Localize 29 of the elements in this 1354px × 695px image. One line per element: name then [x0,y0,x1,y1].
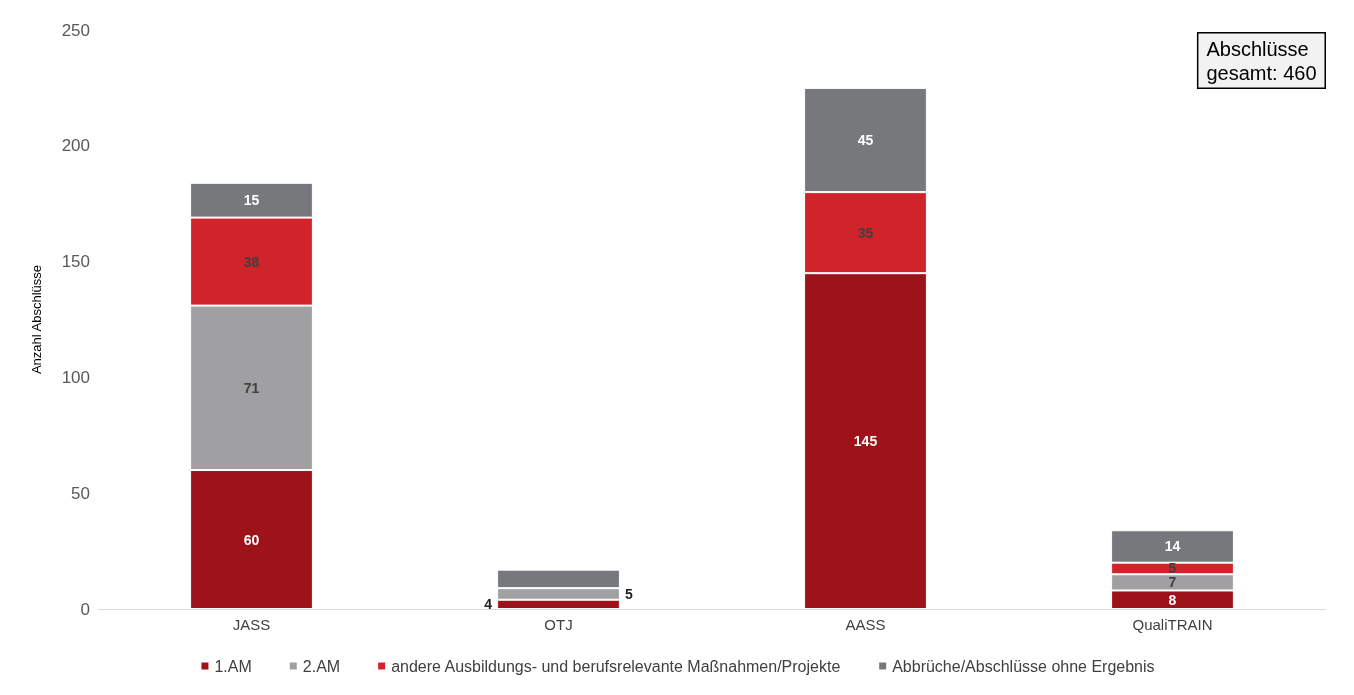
data-label: 7 [1168,574,1177,591]
legend-label: 2.AM [302,657,341,675]
x-tick-label: OTJ [544,616,573,633]
y-tick-label: 0 [80,599,90,619]
y-axis-title: Anzahl Abschlüsse [29,264,44,375]
data-label: 5 [624,585,633,602]
x-tick-label: AASS [845,616,886,633]
y-tick-label: 200 [61,136,90,156]
data-label: 4 [484,596,493,613]
data-label: 8 [1168,591,1177,608]
annotation: Abschlüsse gesamt: 460 [1206,37,1317,84]
x-tick-label: QualiTRAIN [1132,616,1213,633]
x-tick-label: JASS [232,616,271,633]
y-tick-label: 150 [61,252,90,272]
data-label: 5 [1168,560,1177,577]
data-label: 14 [1164,538,1181,555]
legend-label: andere Ausbildungs- und berufsrelevante Maßnahmen/Projekte [391,657,841,675]
y-tick-label: 50 [71,483,90,503]
data-label: 38 [243,253,260,270]
data-label: 45 [857,132,874,149]
data-label: 35 [857,224,874,241]
y-tick-label: 250 [61,20,90,40]
data-label: 145 [853,433,878,450]
data-label: 60 [243,531,260,548]
legend-label: 1.AM [214,657,252,675]
y-tick-label: 100 [61,367,90,387]
data-label: 71 [243,379,260,396]
legend-label: Abbrüche/Abschlüsse ohne Ergebnis [892,657,1155,675]
data-label: 15 [243,192,260,209]
